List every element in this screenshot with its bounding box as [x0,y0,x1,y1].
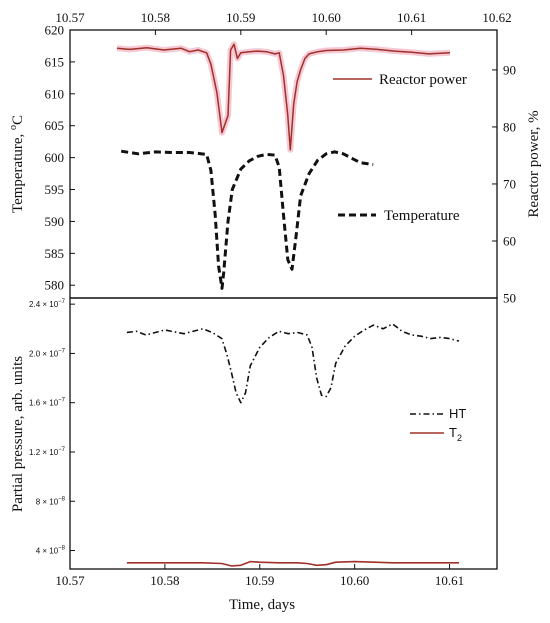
bottom-y-tick-exponent: −7 [58,447,66,453]
left-axis-title-sup: o [8,125,19,130]
top-x-tick-label: 10.57 [55,10,85,25]
bottom-x-tick-label: 10.60 [340,573,369,588]
top-y-tick-label: 580 [45,278,65,293]
top-y-tick-label: 595 [45,182,65,197]
top-y2-tick-label: 60 [503,233,516,248]
bottom-y-tick-label: 2.4 × 10−7 [29,299,66,309]
legend-label-temperature: Temperature [384,208,460,224]
bottom-y-tick-mantissa: 1.2 × 10 [29,448,59,457]
bottom-x-tick-label: 10.57 [55,573,85,588]
top-series [116,41,451,290]
top-y-tick-label: 610 [45,86,65,101]
bottom-series [126,323,460,567]
top-right-y-ticks: 50 60 70 80 90 [492,62,516,306]
top-y-tick-label: 615 [45,54,65,69]
bottom-legend: HT T2 [410,406,466,443]
bottom-y-tick-label: 4 × 10−8 [36,546,66,556]
bottom-y-tick-label: 1.2 × 10−7 [29,447,66,457]
bottom-panel-frame [69,297,498,570]
bottom-x-tick-label: 10.59 [245,573,274,588]
reactor-power-band [116,41,451,153]
top-y2-tick-label: 50 [503,291,516,306]
reactor-power-line [116,43,451,151]
bottom-y-tick-mantissa: 4 × 10 [36,547,59,556]
bottom-y-tick-label: 2.0 × 10−7 [29,348,66,358]
top-x-tick-label: 10.60 [312,10,341,25]
bottom-y-tick-exponent: −8 [58,496,66,502]
top-y-tick-label: 585 [45,246,65,261]
temperature-line [120,149,374,290]
bottom-y-tick-exponent: −7 [58,398,66,404]
bottom-x-ticks: 10.57 10.58 10.59 10.60 10.61 [55,564,464,588]
bottom-y-tick-mantissa: 8 × 10 [36,497,59,506]
left-axis-title-unit: C [10,115,26,125]
left-axis-title-main: Temperature, [10,130,26,213]
top-panel: 10.57 10.58 10.59 10.60 10.61 10.62 580 585 590… [8,10,542,306]
top-x-tick-label: 10.58 [141,10,170,25]
bottom-y-tick-exponent: −8 [58,546,66,552]
bottom-y-tick-label: 8 × 10−8 [36,496,66,506]
legend-label-t2-main: T [449,425,457,440]
bottom-y-tick-mantissa: 2.0 × 10 [29,349,59,358]
right-axis-title: Reactor power, % [526,110,542,217]
top-y-tick-label: 600 [45,150,65,165]
legend-label-ht: HT [449,406,466,421]
top-y2-tick-label: 90 [503,62,516,77]
left-axis-title: Temperature, oC [8,115,26,213]
top-y2-tick-label: 70 [503,176,516,191]
legend-label-reactor-power: Reactor power [379,72,467,88]
legend-label-t2: T2 [449,425,462,443]
bottom-y-tick-label: 1.6 × 10−7 [29,398,66,408]
top-x-tick-label: 10.62 [482,10,511,25]
top-y-tick-label: 590 [45,214,65,229]
bottom-y-axis-title: Partial pressure, arb. units [10,356,26,512]
top-y-tick-label: 605 [45,118,65,133]
bottom-x-tick-label: 10.61 [435,573,464,588]
x-axis-title: Time, days [229,597,295,613]
top-x-tick-label: 10.59 [226,10,255,25]
bottom-y-tick-exponent: −7 [58,348,66,354]
top-x-tick-label: 10.61 [397,10,426,25]
bottom-y-tick-mantissa: 1.6 × 10 [29,399,59,408]
bottom-x-tick-label: 10.58 [150,573,179,588]
top-y-tick-label: 620 [45,23,65,38]
top-y2-tick-label: 80 [503,119,516,134]
ht-line [126,323,460,404]
top-x-ticks: 10.57 10.58 10.59 10.60 10.61 10.62 [55,10,512,35]
bottom-y-tick-exponent: −7 [58,299,66,305]
legend-label-t2-sub: 2 [457,433,462,443]
top-left-y-ticks: 580 585 590 595 600 605 610 615 620 [45,23,75,293]
t2-line [126,560,459,567]
bottom-y-ticks: 4 × 10−88 × 10−81.2 × 10−71.6 × 10−72.0 … [29,299,75,556]
top-legend: Reactor power Temperature [333,72,467,224]
bottom-panel: 10.57 10.58 10.59 10.60 10.61 4 × 10−88 × 10… [10,297,498,613]
bottom-y-tick-mantissa: 2.4 × 10 [29,300,59,309]
